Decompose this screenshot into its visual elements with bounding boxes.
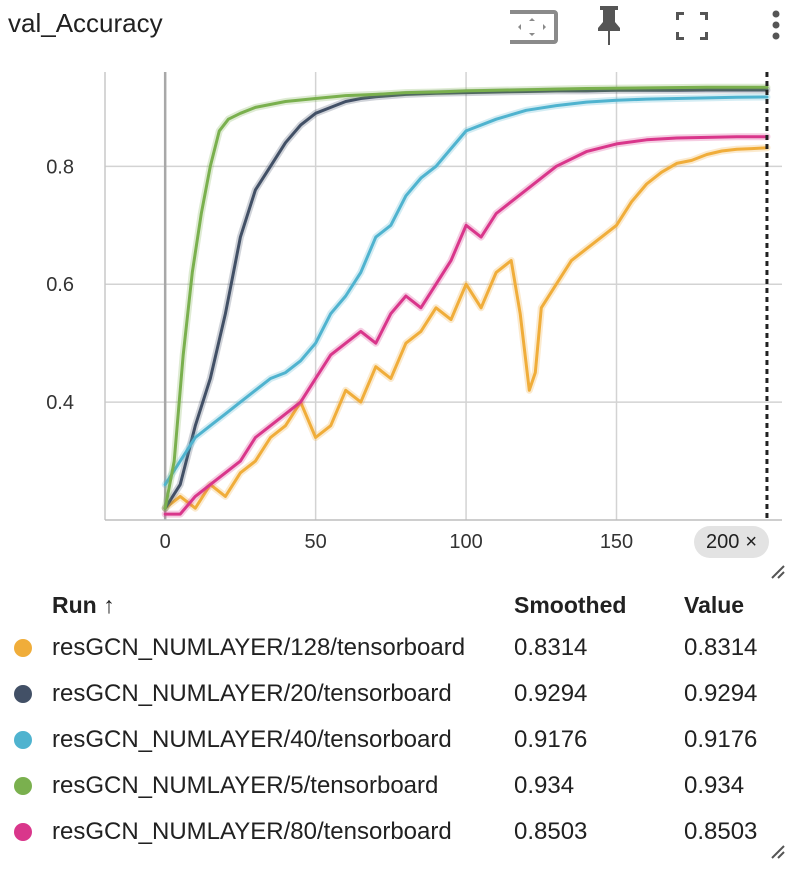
table-row: resGCN_NUMLAYER/128/tensorboard 0.8314 0… xyxy=(0,625,780,671)
x-tick-label: 0 xyxy=(160,531,171,553)
series-lines xyxy=(161,83,771,518)
line-chart[interactable]: 0.4 0.6 0.8 0 50 100 150 xyxy=(0,60,800,560)
more-options-button[interactable] xyxy=(752,0,800,56)
run-name: resGCN_NUMLAYER/128/tensorboard xyxy=(52,634,466,661)
fullscreen-button[interactable] xyxy=(670,0,718,56)
step-marker-value: 200 xyxy=(706,531,740,553)
y-tick-label: 0.4 xyxy=(46,392,74,414)
run-color-cell xyxy=(0,763,52,809)
series-2 xyxy=(161,93,771,489)
card-title: val_Accuracy xyxy=(8,8,163,38)
x-tick-label: 150 xyxy=(600,531,633,553)
series-smoothed-line xyxy=(163,95,769,487)
raw-value: 0.934 xyxy=(684,772,745,799)
header-value[interactable]: Value xyxy=(684,591,745,618)
fit-to-data-button[interactable] xyxy=(510,0,558,56)
run-name: resGCN_NUMLAYER/40/tensorboard xyxy=(52,726,452,753)
run-name: resGCN_NUMLAYER/20/tensorboard xyxy=(52,680,452,707)
table-row: resGCN_NUMLAYER/20/tensorboard 0.9294 0.… xyxy=(0,671,780,717)
table-row: resGCN_NUMLAYER/40/tensorboard 0.9176 0.… xyxy=(0,717,780,763)
table-row: resGCN_NUMLAYER/5/tensorboard 0.934 0.93… xyxy=(0,763,780,809)
pin-icon xyxy=(598,6,620,45)
step-marker-badge[interactable]: 200 × xyxy=(694,526,770,558)
raw-value: 0.9176 xyxy=(684,726,758,753)
chart-resize-handle[interactable] xyxy=(768,562,788,582)
pin-button[interactable] xyxy=(586,0,634,56)
header-smoothed[interactable]: Smoothed xyxy=(514,591,627,618)
run-color-dot xyxy=(14,777,32,795)
table-header-row: Run ↑ Smoothed Value xyxy=(0,585,780,625)
axes: 0.4 0.6 0.8 0 50 100 150 xyxy=(46,72,782,553)
run-name: resGCN_NUMLAYER/5/tensorboard xyxy=(52,772,439,799)
series-smoothed-line xyxy=(163,88,769,510)
fit-to-data-icon xyxy=(510,10,558,44)
run-name: resGCN_NUMLAYER/80/tensorboard xyxy=(52,818,452,845)
smoothed-value: 0.934 xyxy=(514,772,575,799)
series-smoothed-line xyxy=(163,135,769,516)
run-color-dot xyxy=(14,639,32,657)
fullscreen-icon xyxy=(676,12,708,40)
series-3 xyxy=(161,83,771,512)
header-color xyxy=(0,585,52,625)
header-run[interactable]: Run ↑ xyxy=(52,591,115,618)
y-tick-label: 0.8 xyxy=(46,156,74,178)
close-icon[interactable]: × xyxy=(745,531,758,553)
run-color-cell xyxy=(0,717,52,763)
run-color-dot xyxy=(14,685,32,703)
raw-value: 0.9294 xyxy=(684,680,758,707)
resize-icon xyxy=(771,845,785,859)
runs-table: Run ↑ Smoothed Value resGCN_NUMLAYER/128… xyxy=(0,585,780,855)
run-color-dot xyxy=(14,823,32,841)
series-smoothed-line xyxy=(163,146,769,510)
run-color-dot xyxy=(14,731,32,749)
run-color-cell xyxy=(0,671,52,717)
table-resize-handle[interactable] xyxy=(768,842,788,862)
smoothed-value: 0.8503 xyxy=(514,818,588,845)
series-4 xyxy=(161,133,771,518)
series-smoothed-line xyxy=(163,85,769,510)
x-tick-label: 50 xyxy=(304,531,326,553)
raw-value: 0.8314 xyxy=(684,634,758,661)
run-color-cell xyxy=(0,809,52,855)
smoothed-value: 0.9294 xyxy=(514,680,588,707)
table-row: resGCN_NUMLAYER/80/tensorboard 0.8503 0.… xyxy=(0,809,780,855)
series-0 xyxy=(161,144,771,512)
resize-icon xyxy=(771,565,785,579)
smoothed-value: 0.9176 xyxy=(514,726,588,753)
more-vert-icon xyxy=(772,10,780,40)
run-color-cell xyxy=(0,625,52,671)
y-tick-label: 0.6 xyxy=(46,274,74,296)
raw-value: 0.8503 xyxy=(684,818,758,845)
smoothed-value: 0.8314 xyxy=(514,634,588,661)
series-1 xyxy=(161,86,771,512)
x-tick-label: 100 xyxy=(449,531,482,553)
